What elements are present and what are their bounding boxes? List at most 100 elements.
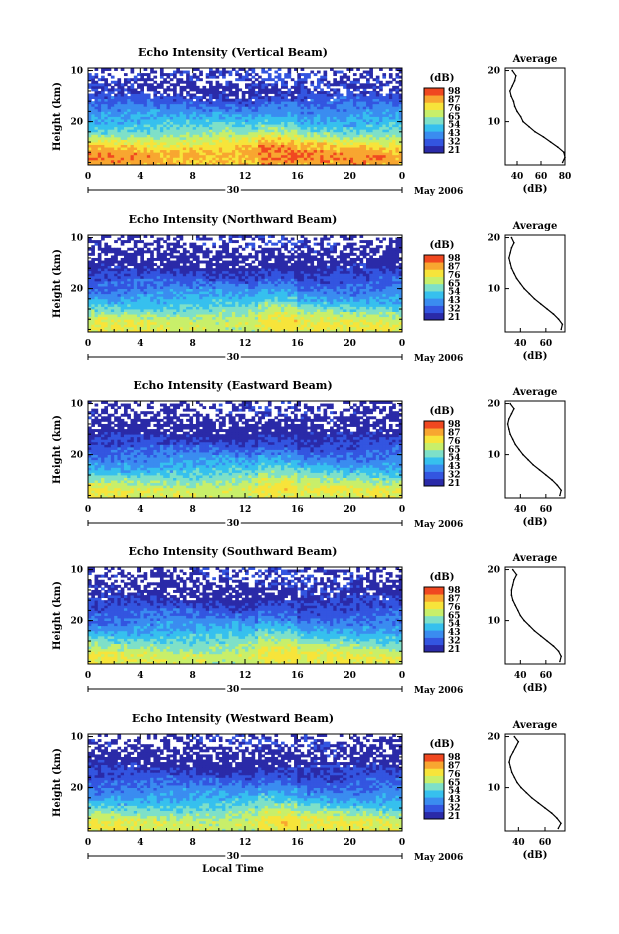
heatmap-cell — [268, 294, 272, 297]
heatmap-cell — [121, 286, 125, 289]
heatmap-cell — [252, 83, 256, 86]
heatmap-cell — [199, 324, 203, 327]
heatmap-cell — [356, 106, 360, 109]
heatmap-cell — [117, 78, 121, 81]
heatmap-cell — [160, 132, 164, 135]
heatmap-cell — [366, 314, 370, 317]
heatmap-cell — [373, 83, 377, 86]
heatmap-cell — [134, 132, 138, 135]
heatmap-cell — [294, 101, 298, 104]
heatmap-cell — [317, 81, 321, 84]
heatmap-cell — [261, 306, 265, 309]
heatmap-cell — [343, 86, 347, 89]
heatmap-cell — [225, 291, 229, 294]
heatmap-cell — [392, 88, 396, 91]
heatmap-cell — [314, 314, 318, 317]
heatmap-cell — [245, 319, 249, 322]
heatmap-cell — [196, 99, 200, 102]
heatmap-cell — [104, 150, 108, 153]
heatmap-cell — [144, 137, 148, 140]
heatmap-cell — [124, 289, 128, 292]
heatmap-cell — [134, 301, 138, 304]
heatmap-cell — [163, 114, 167, 117]
heatmap-cell — [176, 304, 180, 307]
heatmap-cell — [353, 86, 357, 89]
heatmap-cell — [91, 78, 95, 81]
heatmap-cell — [330, 83, 334, 86]
heatmap-cell — [386, 312, 390, 315]
heatmap-cell — [343, 312, 347, 315]
heatmap-cell — [180, 86, 184, 89]
heatmap-cell — [157, 327, 161, 330]
heatmap-cell — [206, 299, 210, 302]
heatmap-cell — [327, 129, 331, 132]
heatmap-cell — [258, 312, 262, 315]
heatmap-cell — [216, 91, 220, 94]
heatmap-cell — [137, 317, 141, 320]
heatmap-cell — [278, 299, 282, 302]
heatmap-cell — [117, 88, 121, 91]
heatmap-cell — [232, 319, 236, 322]
heatmap-cell — [353, 147, 357, 150]
heatmap-cell — [137, 83, 141, 86]
heatmap-cell — [199, 286, 203, 289]
heatmap-cell — [304, 317, 308, 320]
heatmap-cell — [117, 111, 121, 114]
average-point — [520, 116, 522, 118]
heatmap-cell — [340, 296, 344, 299]
heatmap-cell — [356, 117, 360, 120]
heatmap-cell — [304, 309, 308, 312]
heatmap-cell — [216, 71, 220, 74]
y-tick-label: 10 — [70, 67, 83, 77]
heatmap-cell — [196, 91, 200, 94]
heatmap-cell — [88, 124, 92, 127]
heatmap-cell — [340, 327, 344, 330]
heatmap-cell — [101, 291, 105, 294]
heatmap-cell — [297, 83, 301, 86]
heatmap-cell — [202, 309, 206, 312]
heatmap-cell — [337, 81, 341, 84]
heatmap-cell — [117, 132, 121, 135]
heatmap-cell — [327, 114, 331, 117]
heatmap-cell — [225, 299, 229, 302]
heatmap-cell — [193, 157, 197, 160]
heatmap-cell — [337, 96, 341, 99]
heatmap-cell — [209, 312, 213, 315]
heatmap-cell — [359, 132, 363, 135]
heatmap-cell — [382, 114, 386, 117]
heatmap-cell — [196, 317, 200, 320]
heatmap-cell — [382, 104, 386, 107]
heatmap-cell — [212, 73, 216, 76]
heatmap-cell — [150, 88, 154, 91]
heatmap-cell — [291, 101, 295, 104]
heatmap-cell — [225, 322, 229, 325]
heatmap-cell — [147, 132, 151, 135]
heatmap-cell — [114, 145, 118, 148]
heatmap-cell — [209, 73, 213, 76]
heatmap-cell — [167, 104, 171, 107]
heatmap-cell — [150, 312, 154, 315]
heatmap-cell — [238, 119, 242, 122]
heatmap-cell — [173, 291, 177, 294]
heatmap-cell — [235, 88, 239, 91]
heatmap-cell — [104, 294, 108, 297]
heatmap-cell — [140, 119, 144, 122]
heatmap-cell — [314, 94, 318, 97]
heatmap-cell — [212, 319, 216, 322]
heatmap-cell — [265, 324, 269, 327]
heatmap-cell — [317, 119, 321, 122]
heatmap-cell — [183, 119, 187, 122]
heatmap-cell — [225, 106, 229, 109]
average-point — [564, 157, 566, 159]
heatmap-cell — [373, 129, 377, 132]
heatmap-cell — [176, 127, 180, 130]
heatmap-cell — [117, 291, 121, 294]
heatmap-cell — [366, 301, 370, 304]
heatmap-cell — [301, 299, 305, 302]
heatmap-cell — [327, 83, 331, 86]
heatmap-cell — [157, 96, 161, 99]
heatmap-cell — [337, 127, 341, 130]
heatmap-cell — [314, 142, 318, 145]
heatmap-cell — [127, 137, 131, 140]
heatmap-cell — [229, 142, 233, 145]
